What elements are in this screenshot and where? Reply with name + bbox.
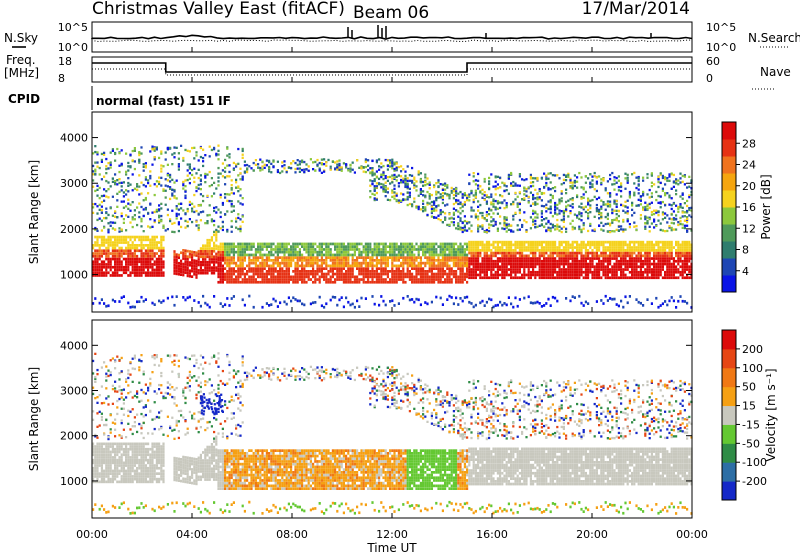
time-axis-label: Time UT (366, 541, 417, 554)
power-colorbar-tick: 28 (742, 137, 756, 150)
date-title: 17/Mar/2014 (582, 0, 690, 19)
power-colorbar-tick: 16 (742, 201, 756, 214)
velocity-data-cells (92, 352, 693, 515)
noise-ytick-top-left: 10^5 (58, 21, 88, 34)
power-colorbar-tick: 4 (742, 265, 749, 278)
frequency-unit-label: [MHz] (4, 66, 39, 80)
noise-sky-line (91, 34, 693, 40)
velocity-colorbar-tick: 100 (742, 362, 763, 375)
time-tick-label: 04:00 (176, 528, 208, 541)
noise-search-line (91, 39, 693, 43)
nave-label: Nave (760, 65, 791, 79)
power-data-cells (92, 144, 693, 309)
power-colorbar-tick: 20 (742, 180, 756, 193)
power-ytick-label: 3000 (60, 177, 88, 190)
power-colorbar-label: Power [dB] (759, 174, 773, 239)
velocity-colorbar-label: Velocity [m s⁻¹] (764, 368, 778, 461)
velocity-ytick-label: 2000 (60, 430, 88, 443)
cpid-mode-text: normal (fast) 151 IF (96, 94, 231, 108)
time-tick-label: 00:00 (676, 528, 708, 541)
power-colorbar: 4 8 12 16 20 24 28 Power [dB] (721, 121, 773, 293)
velocity-colorbar-tick: -200 (742, 475, 767, 488)
time-tick-label: 00:00 (76, 528, 108, 541)
velocity-colorbar: 200 100 50 15 -15 -50 -100 -200 Velocity [m s⁻¹… (721, 329, 778, 501)
power-panel: 1000 2000 3000 4000 Slant Range [km] (27, 111, 693, 313)
time-axis: 00:00 04:00 08:00 12:00 16:00 20:00 00:00 (76, 47, 708, 541)
velocity-ytick-label: 4000 (60, 339, 88, 352)
noise-search-label: N.Search (748, 31, 800, 45)
frequency-panel: Freq. [MHz] 18 8 60 0 Nave (4, 53, 791, 90)
velocity-ytick-label: 3000 (60, 385, 88, 398)
nave-ytick-0: 0 (706, 72, 713, 85)
velocity-ylabel: Slant Range [km] (27, 367, 41, 471)
velocity-colorbar-tick: 200 (742, 343, 763, 356)
noise-ytick-bottom-right: 10^0 (706, 41, 736, 54)
velocity-panel: 1000 2000 3000 4000 Slant Range [km] (27, 319, 693, 519)
velocity-colorbar-tick: -100 (742, 456, 767, 469)
freq-ytick-18: 18 (58, 55, 72, 68)
noise-ytick-top-right: 10^5 (706, 21, 736, 34)
frequency-label: Freq. (6, 53, 36, 67)
power-ytick-label: 4000 (60, 132, 88, 145)
time-tick-label: 12:00 (376, 528, 408, 541)
cpid-label: CPID (8, 92, 40, 106)
time-tick-label: 20:00 (576, 528, 608, 541)
power-colorbar-tick: 8 (742, 244, 749, 257)
velocity-colorbar-tick: -50 (742, 437, 760, 450)
noise-ytick-bottom-left: 10^0 (58, 41, 88, 54)
power-ytick-label: 2000 (60, 223, 88, 236)
frequency-line (92, 62, 692, 73)
nave-ytick-60: 60 (706, 55, 720, 68)
station-title: Christmas Valley East (fitACF) (92, 0, 345, 19)
power-ylabel: Slant Range [km] (27, 160, 41, 264)
freq-ytick-8: 8 (58, 72, 65, 85)
power-colorbar-tick: 12 (742, 222, 756, 235)
velocity-colorbar-tick: 50 (742, 381, 756, 394)
beam-title: Beam 06 (353, 3, 429, 23)
power-ytick-label: 1000 (60, 269, 88, 282)
time-tick-label: 08:00 (276, 528, 308, 541)
time-tick-label: 16:00 (476, 528, 508, 541)
velocity-colorbar-tick: -15 (742, 418, 760, 431)
noise-sky-label: N.Sky (4, 31, 38, 45)
noise-panel: N.Sky N.Search 10^5 10^0 10^5 10^0 (4, 21, 800, 54)
velocity-colorbar-tick: 15 (742, 400, 756, 413)
velocity-ytick-label: 1000 (60, 475, 88, 488)
power-colorbar-tick: 24 (742, 159, 756, 172)
